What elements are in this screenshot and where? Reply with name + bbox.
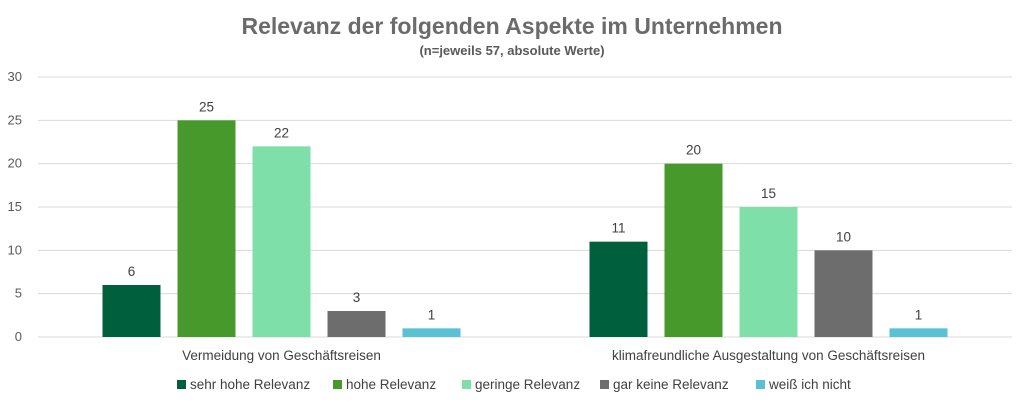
legend-swatch	[462, 380, 471, 389]
bar	[252, 146, 311, 337]
legend-label: geringe Relevanz	[475, 377, 580, 392]
chart-title: Relevanz der folgenden Aspekte im Untern…	[241, 13, 782, 39]
y-tick-label: 15	[8, 199, 22, 214]
bar	[177, 120, 236, 337]
data-label: 3	[353, 290, 361, 305]
legend-label: sehr hohe Relevanz	[190, 377, 310, 392]
legend-label: hohe Relevanz	[346, 377, 436, 392]
y-tick-label: 5	[15, 286, 22, 301]
legend-label: gar keine Relevanz	[613, 377, 729, 392]
bar	[589, 241, 648, 337]
data-label: 6	[128, 264, 136, 279]
bar	[889, 328, 948, 337]
data-label: 10	[836, 229, 851, 244]
x-axis-categories: Vermeidung von Geschäftsreisen klimafreun…	[182, 348, 925, 363]
y-axis-ticks: 0 5 10 15 20 25 30	[8, 69, 22, 344]
bar	[102, 285, 161, 337]
data-label: 25	[199, 99, 214, 114]
data-label: 20	[686, 143, 701, 158]
chart-subtitle: (n=jeweils 57, absolute Werte)	[419, 43, 604, 58]
bars	[102, 120, 948, 337]
data-label: 1	[428, 307, 436, 322]
y-tick-label: 10	[8, 242, 22, 257]
legend-label: weiß ich nicht	[768, 377, 851, 392]
bar	[664, 163, 723, 337]
y-tick-label: 0	[15, 329, 22, 344]
legend-swatch	[756, 380, 765, 389]
category-label: klimafreundliche Ausgestaltung von Gesch…	[612, 348, 925, 363]
data-label: 22	[274, 125, 289, 140]
bar	[739, 207, 798, 337]
bar	[327, 311, 386, 337]
bar	[814, 250, 873, 337]
bar	[402, 328, 461, 337]
legend-swatch	[333, 380, 342, 389]
data-label: 15	[761, 186, 776, 201]
legend-swatch	[177, 380, 186, 389]
legend-swatch	[600, 380, 609, 389]
y-tick-label: 20	[8, 156, 22, 171]
data-label: 1	[915, 307, 923, 322]
y-tick-label: 25	[8, 112, 22, 127]
data-label: 11	[611, 221, 625, 236]
category-label: Vermeidung von Geschäftsreisen	[182, 348, 381, 363]
legend: sehr hohe Relevanz hohe Relevanz geringe R…	[177, 377, 851, 392]
y-tick-label: 30	[8, 69, 22, 84]
